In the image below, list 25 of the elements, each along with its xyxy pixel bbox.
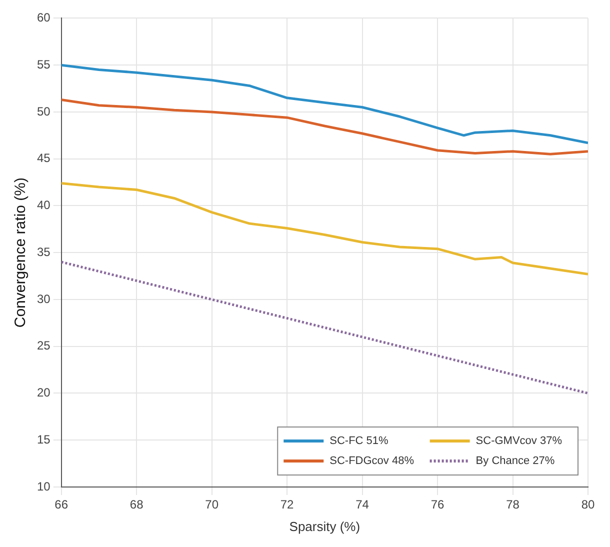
y-tick-label: 45 <box>36 151 51 166</box>
y-tick-label: 35 <box>36 244 51 259</box>
x-axis-title: Sparsity (%) <box>289 518 360 534</box>
x-tick-label: 72 <box>280 498 294 512</box>
y-tick-label: 30 <box>36 292 51 306</box>
y-tick-label: 15 <box>36 432 51 446</box>
x-tick-label: 76 <box>430 498 445 512</box>
x-tick-label: 70 <box>205 498 219 512</box>
x-tick-label: 74 <box>356 498 370 512</box>
legend-label: SC-GMVcov 37% <box>476 435 562 448</box>
legend-label: SC-FDGcov 48% <box>330 455 414 468</box>
y-tick-label: 10 <box>36 479 51 494</box>
y-axis-title: Convergence ratio (%) <box>12 178 30 328</box>
legend-label: SC-FC 51% <box>330 435 389 448</box>
y-tick-label: 60 <box>36 10 51 25</box>
y-tick-label: 55 <box>36 57 51 72</box>
x-tick-label: 68 <box>130 498 144 512</box>
y-tick-label: 40 <box>36 198 51 212</box>
x-tick-label: 80 <box>581 498 595 512</box>
y-tick-label: 25 <box>36 338 51 353</box>
x-tick-label: 66 <box>54 498 68 512</box>
legend-label: By Chance 27% <box>476 455 555 468</box>
y-tick-label: 20 <box>36 386 51 400</box>
x-tick-label: 78 <box>506 498 520 512</box>
y-tick-label: 50 <box>36 104 51 118</box>
